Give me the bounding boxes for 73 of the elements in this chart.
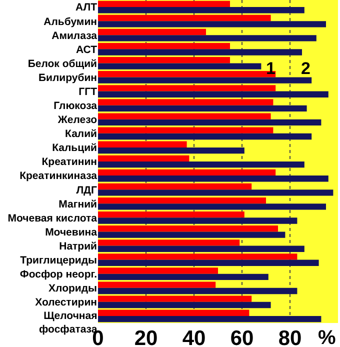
- bar: [98, 28, 206, 36]
- y-tick-label: Амилаза: [52, 30, 98, 42]
- y-tick-label: Глюкоза: [54, 100, 98, 112]
- bar: [98, 240, 240, 246]
- bar: [98, 204, 326, 210]
- bar: [98, 119, 322, 126]
- bar: [98, 147, 244, 154]
- y-tick-label: Билирубин: [38, 72, 97, 84]
- bar: [98, 85, 276, 92]
- bar: [98, 155, 190, 162]
- bar: [98, 91, 328, 98]
- bar: [98, 254, 298, 260]
- x-tick-label: 60: [230, 327, 254, 347]
- bar: [98, 232, 286, 238]
- bar: [98, 268, 218, 274]
- bar: [98, 49, 302, 56]
- bar: [98, 162, 304, 168]
- bar: [98, 316, 322, 322]
- bar: [98, 99, 274, 106]
- y-tick-label: ЛДГ: [76, 184, 98, 196]
- y-tick-label: Мочевая кислота: [8, 212, 98, 224]
- y-tick-label: Натрий: [59, 240, 97, 252]
- bar: [98, 21, 326, 28]
- y-tick-label: Магний: [58, 198, 97, 210]
- bar: [98, 133, 312, 140]
- y-tick-label: Креатинин: [42, 156, 97, 168]
- bar: [98, 113, 271, 120]
- series-label: 2: [301, 59, 310, 78]
- bar: [98, 63, 262, 70]
- x-tick-label: 80: [278, 327, 302, 347]
- y-tick-label: Кальций: [52, 142, 97, 154]
- bar: [98, 127, 274, 134]
- bar: [98, 274, 268, 280]
- y-tick-label: Альбумин: [44, 16, 97, 28]
- y-tick-label: ГГТ: [78, 86, 98, 98]
- bar: [98, 176, 328, 182]
- y-tick-label: АСТ: [76, 44, 98, 56]
- bar: [98, 211, 244, 218]
- y-tick-label: Мочевина: [45, 226, 98, 238]
- y-tick-label: Хлориды: [48, 282, 98, 295]
- bar: [98, 77, 312, 84]
- bar: [98, 14, 271, 22]
- bar: [98, 169, 276, 176]
- y-tick-label: Железо: [56, 114, 97, 126]
- bar: [98, 0, 230, 8]
- bar: [98, 226, 278, 232]
- y-tick-label: Фосфор неорг.: [20, 268, 98, 281]
- bar: [98, 282, 216, 288]
- bar: [98, 42, 230, 50]
- y-tick-label: Креатинкиназа: [20, 170, 98, 182]
- y-tick-label: Калий: [65, 128, 97, 140]
- bar: [98, 296, 252, 302]
- bar: [98, 190, 334, 196]
- bar: [98, 218, 298, 224]
- x-tick-label: 20: [134, 327, 158, 347]
- bar: [98, 57, 230, 64]
- y-tick-label: АЛТ: [76, 2, 98, 14]
- bar: [98, 197, 266, 204]
- x-axis-title: %: [318, 327, 336, 347]
- bar: [98, 105, 307, 112]
- bar: [98, 7, 304, 14]
- bar: [98, 260, 319, 266]
- x-tick-label: 40: [182, 327, 206, 347]
- bar: [98, 35, 316, 42]
- bar: [98, 246, 304, 252]
- y-tick-label: Триглицериды: [20, 254, 98, 266]
- bar: [98, 302, 271, 308]
- bar: [98, 288, 298, 294]
- bar: [98, 183, 252, 190]
- y-tick-label: Белок общий: [28, 58, 97, 70]
- bar: [98, 310, 250, 316]
- bar: [98, 141, 187, 148]
- y-tick-label: Холестирин: [35, 296, 97, 309]
